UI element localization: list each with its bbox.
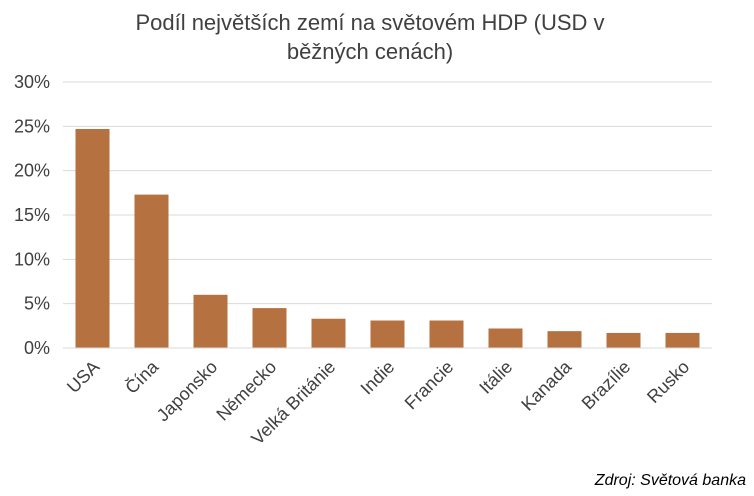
chart-title-line-2: běžných cenách) (286, 39, 454, 64)
x-tick-label: USA (63, 357, 103, 397)
chart-title-line-1: Podíl největších zemí na světovém HDP (U… (135, 10, 605, 35)
bar-čína (134, 194, 169, 348)
gridlines (63, 81, 712, 305)
x-tick-label: Čína (121, 355, 163, 397)
x-tick-label: Rusko (643, 357, 693, 407)
bars (75, 128, 700, 348)
y-tick-label: 10% (14, 249, 50, 269)
bar-německo (252, 308, 287, 348)
x-tick-label: Itálie (475, 357, 516, 398)
y-tick-label: 25% (14, 116, 50, 136)
y-tick-label: 5% (24, 294, 50, 314)
bar-japonsko (193, 294, 228, 348)
x-tick-label: Indie (357, 357, 399, 399)
bar-usa (75, 128, 110, 348)
y-tick-label: 15% (14, 205, 50, 225)
x-tick-label: Japonsko (153, 357, 222, 426)
x-tick-label: Francie (401, 357, 458, 414)
bar-francie (429, 320, 464, 348)
x-tick-label: Brazílie (578, 357, 635, 414)
y-tick-label: 0% (24, 338, 50, 358)
bar-velká-británie (311, 318, 346, 348)
bar-brazílie (606, 332, 641, 348)
bar-indie (370, 320, 405, 348)
bar-itálie (488, 328, 523, 348)
x-tick-label: Kanada (517, 356, 576, 415)
bar-rusko (665, 332, 700, 348)
bar-kanada (547, 331, 582, 348)
chart-title: Podíl největších zemí na světovém HDP (U… (100, 8, 640, 66)
y-axis-ticks: 0% 5% 10% 15% 20% 25% 30% (14, 72, 50, 358)
source-note: Zdroj: Světová banka (594, 472, 746, 489)
y-tick-label: 30% (14, 72, 50, 92)
y-tick-label: 20% (14, 161, 50, 181)
